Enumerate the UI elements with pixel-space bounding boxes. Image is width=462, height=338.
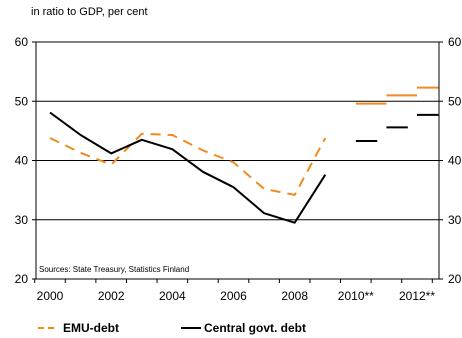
x-tick-label-2002: 2002: [98, 289, 125, 303]
legend-label-central-govt-debt: Central govt. debt: [204, 321, 306, 335]
y-tick-label-left-30: 30: [15, 213, 29, 227]
y-tick-label-right-30: 30: [448, 213, 462, 227]
series-lines: [49, 86, 439, 224]
y-tick-label-right-60: 60: [448, 35, 462, 49]
x-tick-label-2008: 2008: [281, 289, 308, 303]
y-tick-label-left-40: 40: [15, 154, 29, 168]
x-tick-label-2012**: 2012**: [399, 289, 435, 303]
legend-label-emu-debt: EMU-debt: [63, 321, 119, 335]
x-tick-label-2010**: 2010**: [338, 289, 374, 303]
chart-subtitle: in ratio to GDP, per cent: [31, 6, 148, 18]
source-note: Sources: State Treasury, Statistics Finl…: [39, 265, 189, 274]
y-tick-label-right-40: 40: [448, 154, 462, 168]
x-tick-label-2006: 2006: [220, 289, 247, 303]
y-tick-label-left-60: 60: [15, 35, 29, 49]
y-axis-left: 20 30 40 50 60: [15, 35, 36, 286]
y-tick-label-right-50: 50: [448, 94, 462, 108]
x-axis: 2000 2002 2004 2006 2008 2010** 2012**: [34, 279, 435, 303]
series-line-central-govt-debt: [49, 111, 327, 224]
x-tick-label-2004: 2004: [159, 289, 186, 303]
grid-lines: [36, 100, 439, 221]
series-line-emu-debt: [49, 132, 327, 196]
y-axis-right: 20 30 40 50 60: [439, 35, 462, 286]
x-tick-label-2000: 2000: [37, 289, 64, 303]
legend: EMU-debt Central govt. debt: [38, 321, 306, 335]
y-tick-label-right-20: 20: [448, 272, 462, 286]
y-tick-label-left-50: 50: [15, 94, 29, 108]
y-tick-label-left-20: 20: [15, 272, 29, 286]
